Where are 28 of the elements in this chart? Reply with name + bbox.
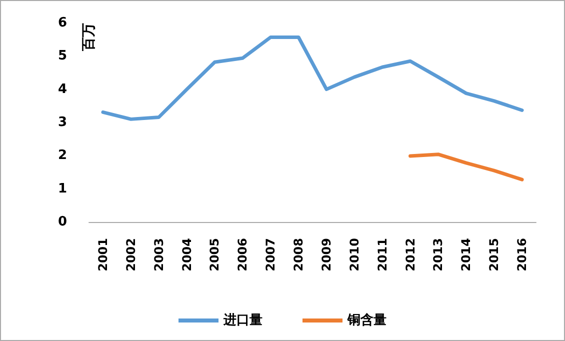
x-tick-label: 2013 (431, 238, 446, 272)
line-series (408, 152, 524, 182)
legend-label: 铜含量 (346, 312, 386, 328)
y-axis-title: 百万 (81, 23, 97, 52)
x-tick-label: 2008 (292, 238, 306, 272)
x-tick-label: 2001 (96, 238, 110, 272)
x-tick-label: 2003 (152, 238, 166, 272)
x-tick-label: 2009 (319, 238, 334, 272)
y-tick-label: 5 (58, 48, 67, 64)
line-series (101, 36, 524, 121)
x-tick-label: 2007 (264, 238, 278, 272)
x-tick-label: 2002 (124, 238, 138, 272)
y-tick-label: 4 (58, 82, 67, 97)
y-tick-label: 1 (58, 181, 67, 196)
x-tick-label: 2005 (208, 238, 222, 272)
y-tick-label: 2 (58, 148, 67, 164)
x-tick-label: 2006 (236, 238, 250, 272)
x-tick-label: 2014 (459, 238, 474, 272)
x-tick-label: 2015 (487, 238, 502, 272)
legend-label: 进口量 (222, 313, 262, 328)
y-tick-label: 6 (58, 16, 67, 30)
x-tick-label: 2011 (375, 238, 390, 272)
x-tick-label: 2016 (515, 238, 530, 272)
x-tick-label: 2012 (403, 238, 418, 272)
x-tick-label: 2010 (347, 238, 362, 272)
y-tick-label: 0 (58, 214, 67, 230)
y-tick-label: 3 (58, 115, 67, 130)
x-tick-label: 2004 (180, 238, 194, 272)
